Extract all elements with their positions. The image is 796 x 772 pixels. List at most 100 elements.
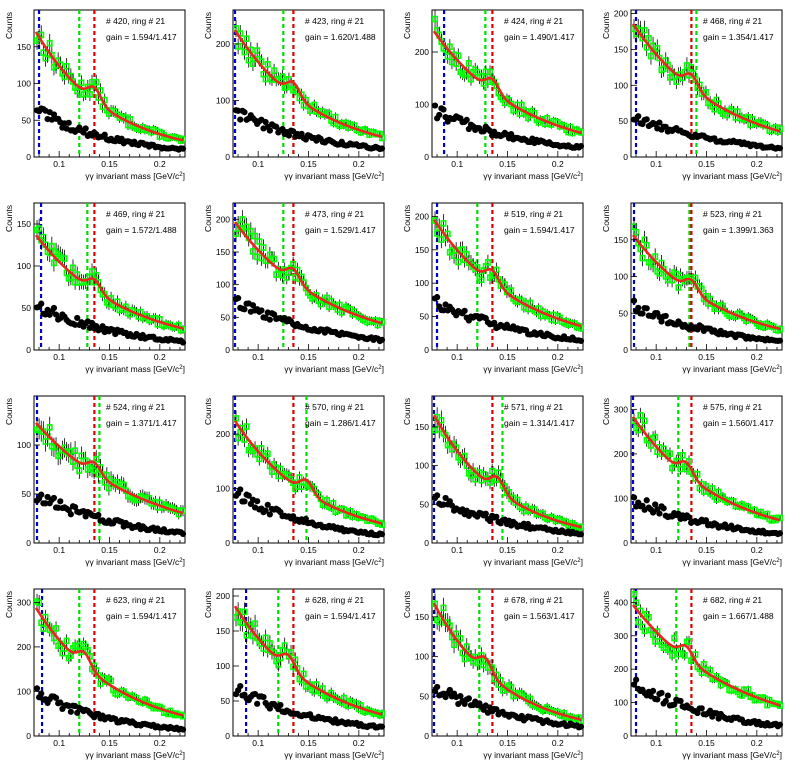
x-tick-label: 0.2 xyxy=(751,545,763,555)
y-axis-label: Counts xyxy=(203,205,213,232)
y-tick-label: 0 xyxy=(424,731,429,741)
bg-point xyxy=(694,709,701,717)
y-tick-label: 200 xyxy=(17,642,31,652)
bg-point xyxy=(698,705,705,712)
fg-point xyxy=(271,67,278,74)
fg-point xyxy=(264,450,271,458)
y-tick-label: 200 xyxy=(415,47,429,57)
fg-point xyxy=(241,48,248,56)
bg-point xyxy=(442,494,449,502)
panel-title: # 575, ring # 21 xyxy=(703,402,762,412)
fg-point xyxy=(489,467,496,475)
fit-curve xyxy=(34,31,184,142)
fg-point xyxy=(101,290,108,298)
histogram-panel: 0.1 0.15 0.2 0 100 200 300 γγ invariant mass [G… xyxy=(597,386,796,579)
bg-point xyxy=(378,723,386,730)
y-tick-label: 0 xyxy=(26,345,31,355)
y-tick-label: 150 xyxy=(216,247,230,257)
y-tick-label: 50 xyxy=(221,696,231,706)
y-tick-label: 50 xyxy=(221,312,231,322)
bg-point xyxy=(273,123,280,130)
histogram-svg: 0.1 0.15 0.2 0 100 200 γγ invariant mass [GeV/… xyxy=(402,9,585,181)
fg-point xyxy=(243,223,250,231)
x-tick-label: 0.2 xyxy=(353,352,365,362)
bg-point xyxy=(179,530,187,538)
fg-point xyxy=(681,652,688,659)
bg-point xyxy=(776,530,784,537)
bg-point xyxy=(74,314,81,322)
x-tick-label: 0.15 xyxy=(698,738,715,748)
fg-point xyxy=(241,436,248,443)
fg-point xyxy=(776,514,783,522)
x-tick-label: 0.15 xyxy=(300,352,317,362)
x-tick-label: 0.1 xyxy=(252,159,264,169)
histogram-svg: 0.1 0.15 0.2 0 50 100 150 200 γγ invariant mass … xyxy=(203,202,386,374)
x-tick-label: 0.1 xyxy=(650,352,662,362)
bg-point xyxy=(662,697,669,705)
bg-point xyxy=(577,723,585,730)
y-tick-label: 100 xyxy=(17,440,31,450)
fg-point xyxy=(67,652,74,659)
x-tick-label: 0.2 xyxy=(353,159,365,169)
fg-point xyxy=(91,467,98,474)
y-tick-label: 50 xyxy=(22,303,32,313)
y-axis-label: Counts xyxy=(601,398,611,425)
bg-point xyxy=(82,125,89,132)
fg-point xyxy=(266,640,273,647)
fg-point xyxy=(271,255,278,263)
y-axis-label: Counts xyxy=(203,12,213,39)
histogram-svg: 0.1 0.15 0.2 0 50 100 150 γγ invariant mass [Ge… xyxy=(601,202,784,374)
y-tick-label: 150 xyxy=(216,626,230,636)
fg-point xyxy=(707,667,714,674)
fg-point xyxy=(93,78,100,86)
fg-point xyxy=(243,632,250,639)
y-tick-label: 50 xyxy=(420,691,430,701)
fg-point xyxy=(645,34,652,42)
x-tick-label: 0.1 xyxy=(252,352,264,362)
bg-point xyxy=(266,511,273,518)
fg-point xyxy=(465,59,472,67)
x-tick-label: 0.15 xyxy=(698,545,715,555)
fg-point xyxy=(633,599,640,607)
bg-point xyxy=(431,102,439,109)
x-tick-label: 0.1 xyxy=(451,159,463,169)
fg-point xyxy=(527,299,534,307)
x-axis-label: γγ invariant mass [GeV/c2] xyxy=(483,557,583,567)
bg-point xyxy=(241,498,248,505)
bg-point xyxy=(65,119,72,126)
fg-point xyxy=(105,484,112,492)
fg-point xyxy=(686,638,693,645)
panel-title: # 423, ring # 21 xyxy=(305,16,364,26)
x-tick-label: 0.2 xyxy=(154,738,166,748)
bg-point xyxy=(461,307,468,314)
panel-subtitle: gain = 1.399/1.363 xyxy=(703,225,774,235)
x-axis-label: γγ invariant mass [GeV/c2] xyxy=(682,750,782,760)
histogram-panel: 0.1 0.15 0.2 0 50 100 150 γγ invariant mass [Ge… xyxy=(597,193,796,386)
panel-title: # 682, ring # 21 xyxy=(703,595,762,605)
fg-point xyxy=(478,72,485,80)
fg-point xyxy=(108,677,115,685)
fg-point xyxy=(461,655,468,663)
y-tick-label: 0 xyxy=(26,731,31,741)
y-axis-label: Counts xyxy=(4,205,14,232)
fg-point xyxy=(639,254,646,262)
bg-point xyxy=(237,486,244,493)
bg-point xyxy=(436,111,443,119)
histogram-panel: 0.1 0.15 0.2 0 100 200 300 400 γγ invariant mass… xyxy=(597,579,796,772)
bg-point xyxy=(463,116,470,123)
fg-point xyxy=(63,62,70,70)
y-tick-label: 50 xyxy=(22,489,32,499)
histogram-panel: 0.1 0.15 0.2 0 50 100 γγ invariant mass [GeV/c… xyxy=(0,386,199,579)
x-tick-label: 0.2 xyxy=(154,159,166,169)
histogram-panel: 0.1 0.15 0.2 0 50 100 150 γγ invariant mass [Ge… xyxy=(0,193,199,386)
fg-point xyxy=(247,227,254,235)
histogram-panel: 0.1 0.15 0.2 0 100 200 γγ invariant mass [GeV/… xyxy=(199,0,398,193)
fg-point xyxy=(455,52,462,59)
x-tick-label: 0.15 xyxy=(101,159,118,169)
histogram-panel: 0.1 0.15 0.2 0 100 200 γγ invariant mass [GeV/… xyxy=(199,386,398,579)
fg-point xyxy=(671,634,678,642)
fit-curve xyxy=(432,602,582,721)
bg-point xyxy=(776,337,784,344)
fit-curve xyxy=(233,605,383,716)
